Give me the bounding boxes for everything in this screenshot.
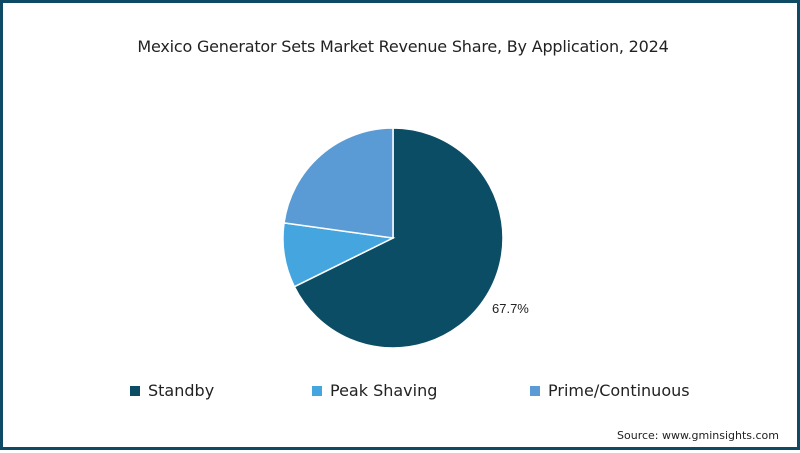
pie-chart: 67.7% — [282, 127, 529, 349]
legend-swatch-prime-continuous — [530, 385, 540, 396]
legend-swatch-peak-shaving — [312, 385, 322, 396]
legend: Standby Peak Shaving Prime/Continuous — [3, 381, 800, 405]
legend-label-prime-continuous: Prime/Continuous — [548, 381, 690, 400]
source-note: Source: www.gminsights.com — [617, 429, 779, 442]
data-label-standby: 67.7% — [492, 301, 529, 316]
pie-slices — [282, 127, 504, 349]
legend-item-prime-continuous: Prime/Continuous — [530, 381, 690, 400]
legend-label-peak-shaving: Peak Shaving — [330, 381, 438, 400]
legend-item-peak-shaving: Peak Shaving — [312, 381, 437, 400]
legend-swatch-standby — [130, 385, 140, 396]
pie-slice-standby — [293, 127, 504, 349]
chart-title: Mexico Generator Sets Market Revenue Sha… — [137, 37, 669, 56]
legend-label-standby: Standby — [148, 381, 215, 400]
legend-item-standby: Standby — [130, 381, 214, 400]
pie-slice-prime-continuous — [283, 127, 394, 239]
